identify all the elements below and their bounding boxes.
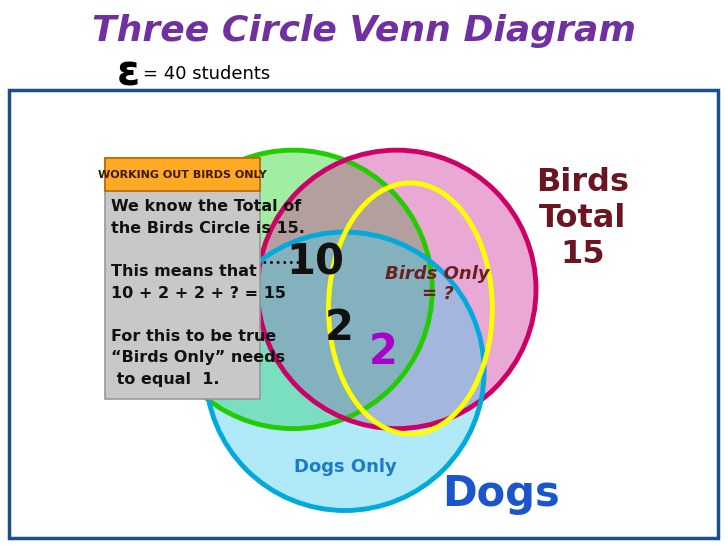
Circle shape xyxy=(206,232,484,511)
Text: We know the Total of
the Birds Circle is 15.

This means that
10 + 2 + 2 + ? = 1: We know the Total of the Birds Circle is… xyxy=(111,199,305,387)
Text: 2: 2 xyxy=(325,307,354,348)
Text: WORKING OUT BIRDS ONLY: WORKING OUT BIRDS ONLY xyxy=(98,170,267,180)
Text: 10: 10 xyxy=(286,241,344,283)
Text: Dogs: Dogs xyxy=(442,473,559,515)
FancyBboxPatch shape xyxy=(105,158,261,191)
Circle shape xyxy=(154,150,432,429)
Text: Birds Only
= ?: Birds Only = ? xyxy=(385,264,490,304)
Text: = 40 students: = 40 students xyxy=(143,65,270,82)
Text: 2: 2 xyxy=(368,331,397,373)
Text: Three Circle Venn Diagram: Three Circle Venn Diagram xyxy=(92,14,636,48)
Circle shape xyxy=(258,150,536,429)
Text: Birds
Total
15: Birds Total 15 xyxy=(536,167,629,270)
Text: Dogs Only: Dogs Only xyxy=(293,458,396,476)
FancyBboxPatch shape xyxy=(105,158,261,399)
Text: ε: ε xyxy=(117,53,141,94)
